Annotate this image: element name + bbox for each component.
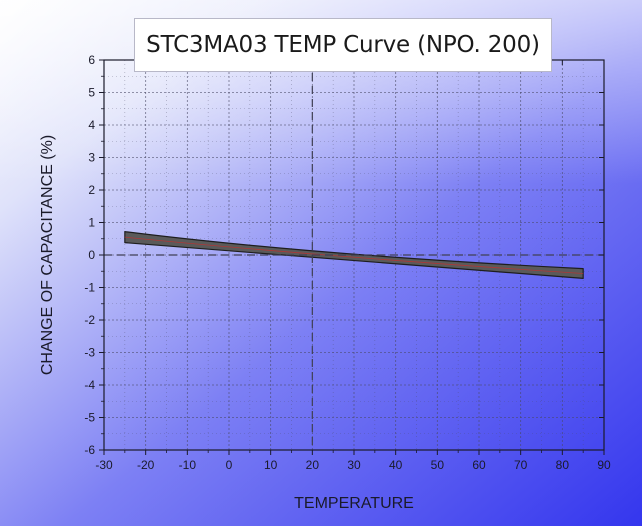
axes: -30 -20 -10 0 10 20 30 40 50 60 70 80 906543210-1-2-… bbox=[84, 53, 611, 472]
y-tick-label: 6 bbox=[88, 53, 95, 67]
y-tick-label: 2 bbox=[88, 183, 95, 197]
x-tick-label: -10 bbox=[179, 458, 197, 472]
reference-lines bbox=[104, 60, 604, 450]
x-tick-label: 30 bbox=[347, 458, 361, 472]
y-tick-label: 3 bbox=[88, 151, 95, 165]
y-axis-title: CHANGE OF CAPACITANCE (%) bbox=[39, 135, 56, 375]
x-tick-label: -20 bbox=[137, 458, 155, 472]
x-tick-label: 80 bbox=[556, 458, 570, 472]
y-tick-label: -1 bbox=[84, 281, 95, 295]
chart-title: STC3MA03 TEMP Curve (NPO. 200) bbox=[134, 18, 552, 72]
x-tick-label: 70 bbox=[514, 458, 528, 472]
grid bbox=[104, 60, 604, 450]
y-tick-label: -6 bbox=[84, 443, 95, 457]
x-tick-label: 10 bbox=[264, 458, 278, 472]
x-tick-label: 60 bbox=[472, 458, 486, 472]
chart-title-text: STC3MA03 TEMP Curve (NPO. 200) bbox=[146, 32, 540, 58]
x-tick-label: 50 bbox=[431, 458, 445, 472]
y-tick-label: 1 bbox=[88, 216, 95, 230]
x-tick-label: -30 bbox=[95, 458, 113, 472]
x-tick-label: 40 bbox=[389, 458, 403, 472]
x-axis-title: TEMPERATURE bbox=[294, 495, 414, 512]
y-tick-label: 0 bbox=[88, 248, 95, 262]
y-tick-label: 4 bbox=[88, 118, 95, 132]
x-tick-label: 0 bbox=[226, 458, 233, 472]
y-tick-label: 5 bbox=[88, 86, 95, 100]
y-tick-label: -4 bbox=[84, 378, 95, 392]
band-center-line bbox=[124, 236, 584, 274]
y-tick-label: -3 bbox=[84, 346, 95, 360]
x-tick-label: 20 bbox=[306, 458, 320, 472]
y-tick-label: -5 bbox=[84, 411, 95, 425]
y-tick-label: -2 bbox=[84, 313, 95, 327]
x-tick-label: 90 bbox=[597, 458, 611, 472]
